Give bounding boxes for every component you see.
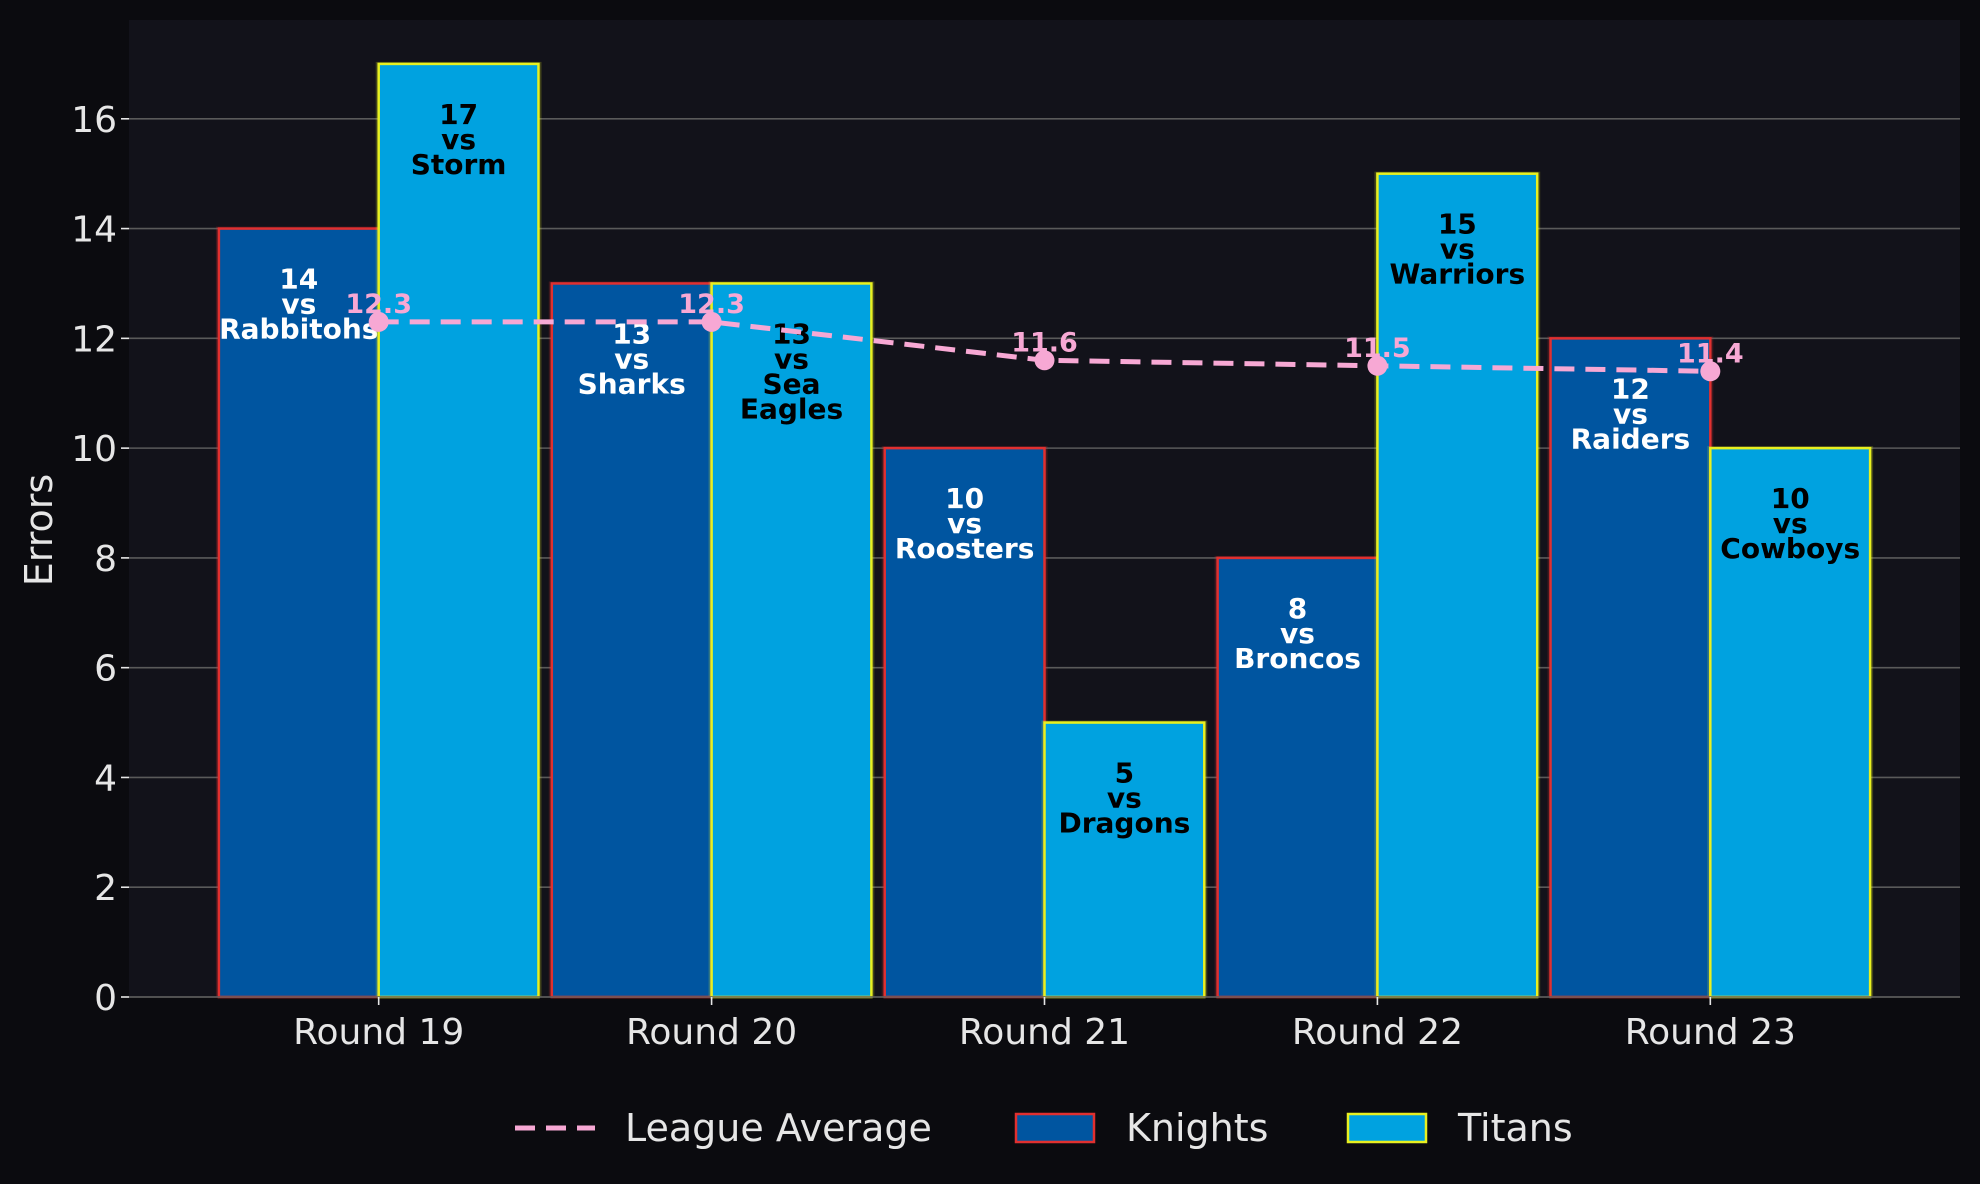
bar-label-line: vs <box>614 342 649 375</box>
bar-label-line: Raiders <box>1571 422 1691 455</box>
bar-label-line: Storm <box>411 148 507 181</box>
legend: League Average Knights Titans <box>515 1106 1573 1150</box>
y-tick-label-12: 12 <box>71 319 117 360</box>
bar-label-line: Rabbitohs <box>219 313 378 346</box>
legend-label-league-average: League Average <box>625 1106 932 1150</box>
bar-label-titans-1: 17 vs Storm <box>411 98 507 181</box>
y-tick-label-14: 14 <box>71 210 117 251</box>
bar-label-line: Roosters <box>895 532 1035 565</box>
bar-label-titans-2: 13 vs Sea Eagles <box>740 317 843 425</box>
legend-label-titans: Titans <box>1457 1106 1573 1150</box>
bar-knights-round-22 <box>1216 556 1379 999</box>
bar-label-line: Sharks <box>578 367 686 400</box>
bar-label-line: vs <box>774 342 809 375</box>
bar-label-line: vs <box>1107 782 1142 815</box>
bar-label-line: vs <box>1440 233 1475 266</box>
legend-swatch-knights <box>1014 1112 1096 1144</box>
x-tick-label-3: Round 21 <box>959 1012 1130 1053</box>
bar-label-knights-3: 10 vs Roosters <box>895 482 1035 565</box>
bar-label-line: vs <box>947 507 982 540</box>
y-tick-label-6: 6 <box>94 649 117 690</box>
bar-knights-round-19 <box>217 227 380 999</box>
bar-label-line: Warriors <box>1389 258 1525 291</box>
bar-label-line: Eagles <box>740 392 843 425</box>
bar-label-titans-3: 5 vs Dragons <box>1058 757 1190 840</box>
bar-label-knights-2: 13 vs Sharks <box>578 317 686 400</box>
y-tick-label-2: 2 <box>94 868 117 909</box>
bar-titans-round-20 <box>710 282 873 999</box>
bar-label-line: vs <box>1613 397 1648 430</box>
bar-label-line: vs <box>1773 507 1808 540</box>
bar-label-line: 15 <box>1438 208 1477 241</box>
bar-knights-round-23 <box>1549 337 1712 999</box>
bar-titans-round-21 <box>1043 721 1206 999</box>
bar-label-knights-1: 14 vs Rabbitohs <box>219 263 378 346</box>
bar-label-line: vs <box>281 288 316 321</box>
bar-titans-round-23 <box>1709 446 1872 999</box>
bar-label-knights-4: 8 vs Broncos <box>1234 592 1361 675</box>
league-average-label-2: 12.3 <box>678 289 745 320</box>
legend-label-knights: Knights <box>1126 1106 1268 1150</box>
y-axis-label: Errors <box>17 474 61 586</box>
x-tick-label-5: Round 23 <box>1625 1012 1796 1053</box>
bar-label-line: 12 <box>1611 372 1650 405</box>
bar-label-line: 17 <box>439 98 478 131</box>
y-tick-label-8: 8 <box>94 539 117 580</box>
bar-label-line: vs <box>441 123 476 156</box>
league-average-line: 12.3 12.3 11.6 11.5 11.4 <box>345 289 1744 382</box>
bar-label-line: 14 <box>279 263 318 296</box>
bar-titans-round-19 <box>377 62 540 999</box>
league-average-point-4 <box>1367 355 1388 376</box>
bar-label-line: 5 <box>1115 757 1134 790</box>
bar-label-line: 8 <box>1288 592 1307 625</box>
bar-label-knights-5: 12 vs Raiders <box>1571 372 1691 455</box>
league-average-label-1: 12.3 <box>345 289 412 320</box>
bar-titans-round-22 <box>1376 172 1539 999</box>
bar-label-line: Dragons <box>1058 807 1190 840</box>
league-average-point-5 <box>1700 361 1721 382</box>
x-tick-label-2: Round 20 <box>626 1012 797 1053</box>
x-tick-label-1: Round 19 <box>293 1012 464 1053</box>
league-average-label-5: 11.4 <box>1677 338 1744 369</box>
x-axis: Round 19 Round 20 Round 21 Round 22 Round 23 <box>129 996 1960 1053</box>
bar-label-titans-4: 15 vs Warriors <box>1389 208 1525 291</box>
bar-label-line: 10 <box>1771 482 1810 515</box>
league-average-label-4: 11.5 <box>1344 333 1411 364</box>
league-average-point-2 <box>701 311 722 332</box>
x-tick-label-4: Round 22 <box>1292 1012 1463 1053</box>
bar-label-line: Cowboys <box>1720 532 1860 565</box>
y-tick-label-0: 0 <box>94 978 117 1019</box>
y-tick-label-16: 16 <box>71 100 117 141</box>
y-tick-label-4: 4 <box>94 758 117 799</box>
legend-swatch-titans <box>1346 1112 1428 1144</box>
bar-label-line: Sea <box>762 367 820 400</box>
bar-label-titans-5: 10 vs Cowboys <box>1720 482 1860 565</box>
bar-label-line: Broncos <box>1234 642 1361 675</box>
bar-label-line: 10 <box>945 482 984 515</box>
league-average-label-3: 11.6 <box>1011 327 1078 358</box>
league-average-point-1 <box>368 311 389 332</box>
bar-label-line: vs <box>1280 617 1315 650</box>
bar-label-line: 13 <box>772 317 811 350</box>
y-tick-label-10: 10 <box>71 429 117 470</box>
y-axis: 0 2 4 6 8 10 12 14 16 <box>71 100 129 1019</box>
league-average-point-3 <box>1034 350 1055 371</box>
